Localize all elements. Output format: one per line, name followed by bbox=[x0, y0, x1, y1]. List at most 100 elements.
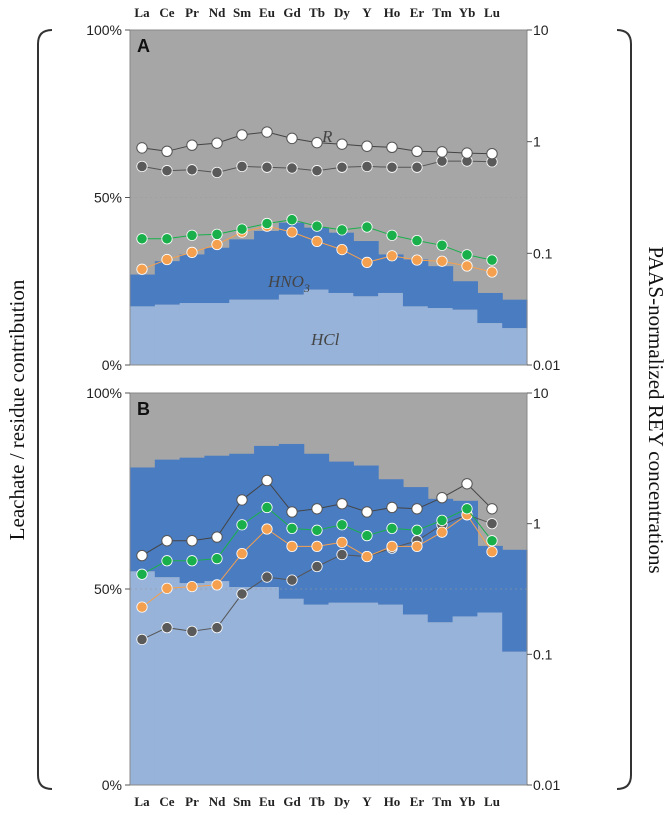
green-data-point bbox=[386, 522, 398, 534]
hcl-area-step bbox=[204, 303, 230, 365]
white-data-point bbox=[286, 132, 298, 145]
white-data-point bbox=[161, 145, 173, 157]
hno3-area-step bbox=[204, 247, 230, 304]
white-data-point bbox=[261, 126, 273, 138]
hno3-area-step bbox=[477, 545, 503, 613]
hno3-area-step bbox=[402, 259, 429, 307]
hcl-area-step bbox=[154, 304, 181, 365]
hcl-area-step bbox=[378, 292, 404, 365]
panel-a-stack-areas bbox=[130, 222, 528, 365]
white-data-point bbox=[436, 146, 448, 158]
hcl-area-step bbox=[477, 323, 503, 365]
dark-data-point bbox=[486, 518, 498, 530]
category-label-bottom: Eu bbox=[259, 794, 275, 809]
dark-data-point bbox=[161, 622, 173, 634]
dark-data-point bbox=[311, 165, 323, 177]
hno3-area-step bbox=[477, 292, 503, 324]
orange-data-point bbox=[286, 540, 298, 552]
left-tick-label: 0% bbox=[102, 777, 122, 793]
white-data-point bbox=[261, 474, 273, 487]
category-label-top: Y bbox=[362, 5, 372, 20]
orange-data-point bbox=[411, 540, 423, 552]
hcl-area-step bbox=[427, 308, 454, 365]
dark-data-point bbox=[261, 161, 273, 173]
hno3-area-step bbox=[254, 231, 280, 300]
region-label-hno3: HNO3 bbox=[267, 272, 310, 295]
hcl-area-step bbox=[278, 294, 305, 365]
orange-data-point bbox=[286, 226, 298, 238]
hcl-area-step bbox=[303, 289, 330, 365]
hcl-area-step bbox=[179, 583, 206, 785]
hcl-area-step bbox=[452, 309, 478, 365]
dark-data-point bbox=[161, 165, 173, 177]
dark-data-point bbox=[236, 160, 248, 173]
green-data-point bbox=[411, 235, 423, 247]
green-data-point bbox=[236, 223, 248, 235]
hcl-area-step bbox=[278, 598, 305, 785]
hcl-area-step bbox=[502, 651, 528, 785]
orange-data-point bbox=[436, 526, 448, 538]
hcl-area-step bbox=[427, 622, 454, 785]
hno3-area-step bbox=[179, 254, 206, 304]
green-data-point bbox=[486, 535, 498, 547]
dark-data-point bbox=[186, 625, 198, 637]
right-axis-title: PAAS-normalized REY concentrations bbox=[644, 246, 668, 573]
region-label-residue: R bbox=[321, 127, 333, 146]
category-label-bottom: Y bbox=[362, 794, 372, 809]
green-data-point bbox=[361, 221, 373, 233]
green-data-point bbox=[186, 555, 198, 567]
hcl-area-step bbox=[353, 602, 379, 785]
white-data-point bbox=[386, 141, 398, 154]
hno3-area-step bbox=[254, 445, 280, 588]
dark-data-point bbox=[286, 162, 298, 174]
category-label-bottom: Er bbox=[410, 794, 425, 809]
category-label-top: Tm bbox=[432, 5, 452, 20]
white-data-point bbox=[461, 478, 473, 490]
hno3-area-step bbox=[502, 299, 528, 329]
green-data-point bbox=[436, 239, 448, 251]
hcl-area-step bbox=[328, 602, 354, 785]
white-data-point bbox=[336, 138, 348, 150]
orange-data-point bbox=[436, 255, 448, 267]
green-data-point bbox=[336, 519, 348, 531]
green-data-point bbox=[136, 568, 148, 580]
green-data-point bbox=[161, 233, 173, 245]
category-label-top: Eu bbox=[259, 5, 275, 20]
green-data-point bbox=[261, 217, 273, 230]
left-tick-label: 100% bbox=[86, 385, 122, 401]
green-data-point bbox=[211, 228, 223, 240]
right-brace bbox=[616, 29, 632, 790]
category-label-bottom: Ho bbox=[384, 794, 401, 809]
hcl-area-step bbox=[254, 587, 280, 785]
right-tick-label: 0.01 bbox=[533, 777, 560, 793]
green-data-point bbox=[311, 524, 323, 536]
category-label-top: Er bbox=[410, 5, 425, 20]
panel-a-series bbox=[136, 126, 498, 278]
green-data-point bbox=[486, 254, 498, 266]
orange-data-point bbox=[361, 256, 373, 268]
hcl-area-step bbox=[378, 604, 404, 785]
category-label-top: Ho bbox=[384, 5, 401, 20]
category-label-bottom: Sm bbox=[233, 794, 251, 809]
category-label-top: Sm bbox=[233, 5, 251, 20]
white-data-point bbox=[161, 535, 173, 547]
white-data-point bbox=[136, 142, 148, 154]
green-data-point bbox=[211, 553, 223, 565]
green-data-point bbox=[261, 501, 273, 514]
right-tick-label: 10 bbox=[533, 22, 549, 38]
category-label-top: Gd bbox=[283, 5, 301, 20]
dark-data-point bbox=[336, 548, 348, 561]
dark-data-point bbox=[236, 588, 248, 600]
hcl-area-step bbox=[204, 581, 230, 785]
category-label-bottom: Tb bbox=[309, 794, 325, 809]
right-tick-label: 0.01 bbox=[533, 357, 560, 373]
dark-data-point bbox=[136, 633, 148, 646]
green-data-point bbox=[336, 224, 348, 236]
orange-data-point bbox=[386, 250, 398, 262]
panel-b-stack-areas bbox=[130, 443, 528, 785]
dark-data-point bbox=[336, 161, 348, 173]
green-data-point bbox=[386, 229, 398, 241]
orange-data-point bbox=[136, 601, 148, 613]
white-data-point bbox=[186, 139, 198, 151]
right-tick-label: 0.1 bbox=[533, 646, 553, 662]
